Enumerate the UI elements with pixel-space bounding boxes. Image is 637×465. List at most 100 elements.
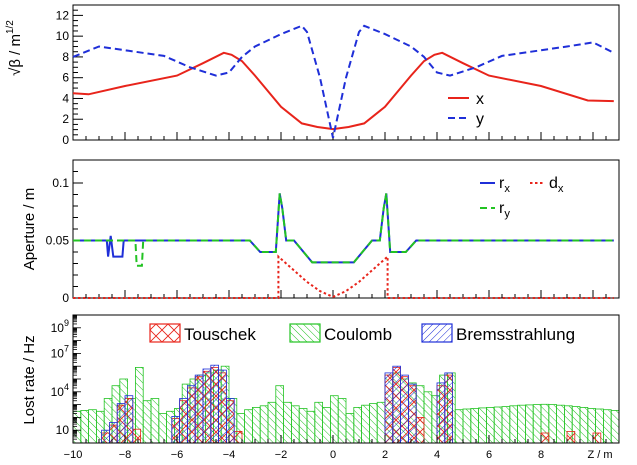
legend-swatch-touschek [149, 323, 181, 343]
ytick-label: 104 [51, 382, 69, 399]
coulomb-bar [423, 391, 433, 444]
ytick-label: 4 [62, 91, 69, 105]
touschek-bar [132, 428, 142, 444]
aperture-ry-line [73, 193, 614, 267]
legend-label-y: y [476, 111, 484, 128]
coulomb-bar [329, 395, 339, 444]
bremsstrahlung-bar [218, 369, 227, 444]
ytick-label: 6 [62, 71, 69, 85]
xtick-label: −10 [64, 449, 83, 461]
coulomb-bar [298, 408, 308, 444]
coulomb-bar [478, 407, 487, 444]
bremsstrahlung-bar [444, 372, 453, 444]
touschek-bar [540, 432, 550, 444]
coulomb-bar [470, 408, 479, 444]
coulomb-bar [80, 409, 90, 444]
legend-label-r_x: rx [499, 175, 510, 195]
coulomb-bar [517, 404, 526, 444]
touschek-bar [415, 416, 425, 444]
coulomb-bar [493, 406, 503, 444]
legend-label-r_y: ry [499, 200, 510, 220]
aperture-dx-line [73, 254, 614, 299]
coulomb-bar [501, 406, 511, 444]
touschek-bar [233, 430, 243, 444]
legend-swatch-coulomb [289, 323, 321, 343]
xtick-label: −8 [119, 449, 132, 461]
bremsstrahlung-bar [109, 422, 118, 444]
aperture-rx-line [73, 193, 614, 264]
bremsstrahlung-bar [116, 403, 126, 444]
legend-label-bremsstrahlung: Bremsstrahlung [456, 325, 575, 344]
coulomb-bar [259, 405, 269, 444]
coulomb-bar [548, 404, 557, 444]
plot-frame-0 [72, 4, 620, 141]
bremsstrahlung-bar [225, 398, 235, 444]
xtick-label: 0 [330, 449, 336, 461]
beta-y-line [72, 24, 615, 139]
bremsstrahlung-bar [400, 374, 409, 444]
legend-label-x: x [476, 91, 484, 108]
bremsstrahlung-bar [210, 364, 220, 444]
coulomb-bar [454, 409, 464, 444]
coulomb-bar [275, 385, 284, 444]
coulomb-bar [532, 404, 542, 444]
coulomb-bar [306, 410, 316, 444]
coulomb-bar [556, 404, 565, 444]
x-axis-label: Z / m [587, 449, 612, 461]
lost-rate-panel: 10 104 107 109 Lost rate / Hz −10 −8 −6 −4 −2 0 2 4 6… [21, 314, 620, 461]
ytick-label: 10 [56, 29, 70, 43]
bremsstrahlung-bar [194, 374, 204, 444]
coulomb-bar [150, 398, 160, 444]
coulomb-bar [603, 409, 612, 444]
coulomb-bar [361, 404, 370, 444]
coulomb-bar [322, 406, 331, 444]
legend-label-touschek: Touschek [184, 325, 256, 344]
bremsstrahlung-bar [124, 395, 134, 444]
coulomb-bar [314, 401, 323, 444]
coulomb-bar [142, 400, 152, 444]
ytick-label: 10 [56, 423, 70, 437]
bremsstrahlung-bar [392, 365, 401, 444]
ytick-label: 107 [51, 343, 69, 360]
coulomb-bar [290, 405, 300, 444]
coulomb-bar [337, 398, 347, 444]
coulomb-bar [353, 406, 362, 444]
ytick-label: 0 [62, 133, 69, 147]
xtick-label: 2 [382, 449, 388, 461]
bremsstrahlung-bar [186, 385, 196, 444]
coulomb-bar [158, 413, 168, 444]
coulomb-bar [509, 405, 518, 444]
legend-label-d_x: dx [549, 175, 564, 195]
y-axis-label: Lost rate / Hz [21, 335, 38, 424]
beta-panel: 0 2 4 6 8 10 12 √β / m1/2 xy [5, 4, 620, 147]
coulomb-bar [345, 413, 355, 444]
bremsstrahlung-bar [384, 372, 394, 444]
ytick-label: 0.1 [52, 176, 69, 190]
legend-swatch-bremsstrahlung [421, 323, 453, 343]
touschek-bar [592, 432, 602, 444]
ytick-label: 0.05 [46, 234, 70, 248]
coulomb-bar [72, 410, 82, 444]
coulomb-bar [283, 401, 292, 444]
bremsstrahlung-bar [407, 383, 417, 444]
aperture-panel: 0 0.05 0.1 Aperture / m rx ry dx [21, 159, 620, 305]
coulomb-bar [462, 408, 472, 444]
ytick-label: 2 [62, 112, 69, 126]
plot-frame-1 [72, 159, 620, 299]
bremsstrahlung-bar [436, 382, 446, 444]
bremsstrahlung-bar [101, 429, 110, 444]
xtick-label: −4 [223, 449, 236, 461]
ytick-label: 8 [62, 50, 69, 64]
coulomb-bar [368, 403, 378, 444]
legend-label-coulomb: Coulomb [324, 325, 392, 344]
xtick-label: 6 [486, 449, 492, 461]
ytick-label: 0 [62, 291, 69, 305]
coulomb-bar [267, 401, 277, 444]
xtick-label: −6 [171, 449, 184, 461]
ytick-label: 12 [56, 8, 70, 22]
bremsstrahlung-bar [171, 415, 181, 444]
coulomb-bar [485, 406, 495, 444]
xtick-label: 8 [538, 449, 544, 461]
y-axis-label: Aperture / m [21, 188, 38, 271]
